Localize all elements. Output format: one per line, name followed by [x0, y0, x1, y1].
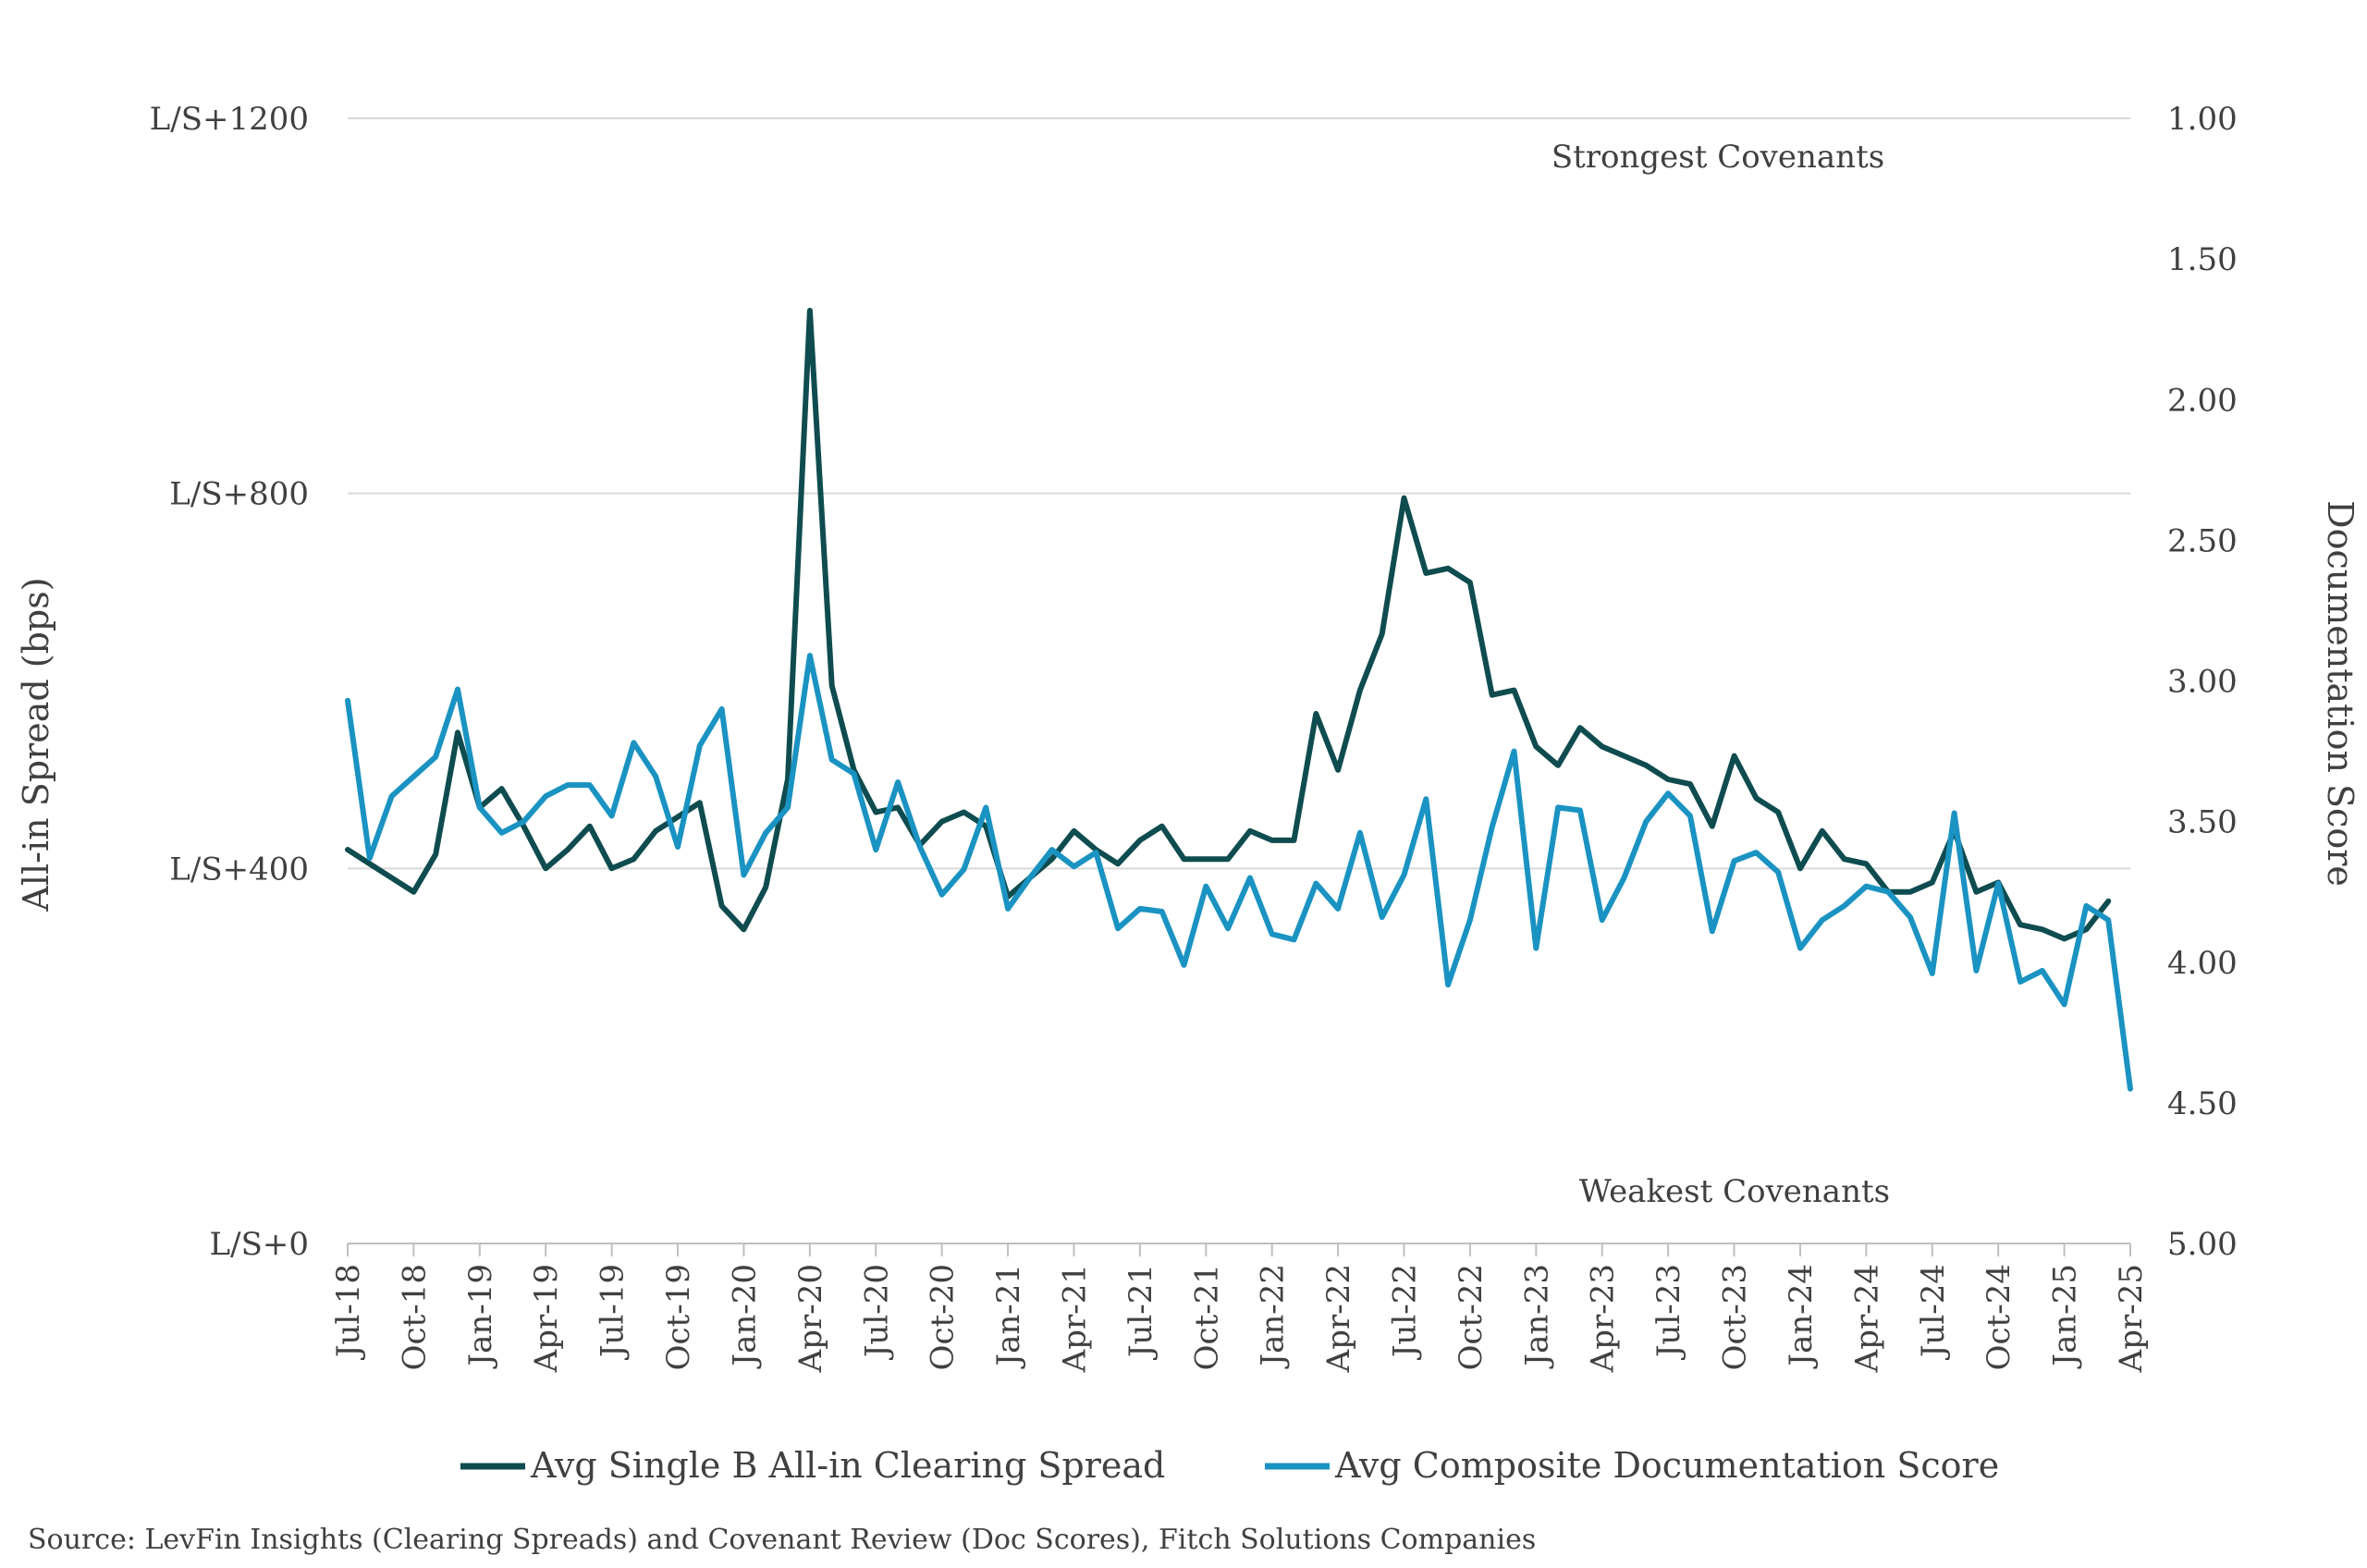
x-tick-label: Jan-25 [2047, 1264, 2084, 1369]
x-tick-label: Jul-22 [1387, 1264, 1424, 1360]
x-axis: Jul-18 Oct-18 Jan-19 Apr-19 Jul-19 Oct-19 Jan-… [330, 1243, 2150, 1373]
series-line-1 [345, 653, 2133, 1092]
x-tick-label: Apr-22 [1320, 1264, 1357, 1373]
left-axis-ticks: L/S+0 L/S+400 L/S+800 L/S+1200 [150, 101, 309, 1263]
x-tick-label: Oct-23 [1717, 1264, 1754, 1370]
left-tick-label: L/S+400 [169, 851, 309, 888]
right-tick-label: 1.50 [2167, 241, 2238, 278]
legend: Avg Single B All-in Clearing Spread Avg … [460, 1445, 1999, 1486]
x-tick-label: Jan-19 [462, 1264, 499, 1369]
x-tick-label: Apr-24 [1848, 1264, 1885, 1373]
x-tick-label: Apr-25 [2113, 1264, 2150, 1373]
annotation-weakest: Weakest Covenants [1579, 1173, 1890, 1210]
x-tick-label: Apr-23 [1585, 1264, 1622, 1373]
left-tick-label: L/S+1200 [150, 101, 309, 138]
source-note: Source: LevFin Insights (Clearing Spread… [28, 1524, 1536, 1556]
right-tick-label: 5.00 [2167, 1226, 2238, 1263]
x-tick-label: Jan-21 [990, 1264, 1027, 1369]
x-tick-label: Jul-18 [330, 1264, 367, 1360]
x-tick-label: Oct-21 [1188, 1264, 1225, 1370]
x-tick-label: Apr-20 [792, 1264, 829, 1373]
legend-label-docscore: Avg Composite Documentation Score [1334, 1445, 1999, 1486]
x-tick-label: Jan-20 [726, 1264, 763, 1369]
x-tick-label: Jul-24 [1915, 1264, 1952, 1360]
x-tick-label: Jan-23 [1518, 1264, 1555, 1369]
x-tick-label: Apr-21 [1056, 1264, 1093, 1373]
right-axis-title: Documentation Score [2320, 500, 2361, 887]
x-tick-label: Jul-20 [858, 1264, 895, 1360]
x-tick-label: Oct-20 [925, 1264, 962, 1370]
left-tick-label: L/S+800 [169, 476, 309, 513]
x-tick-label: Jul-21 [1122, 1264, 1159, 1360]
annotation-strongest: Strongest Covenants [1551, 139, 1884, 176]
right-tick-label: 1.00 [2167, 101, 2238, 138]
left-axis-title: All-in Spread (bps) [16, 577, 56, 912]
x-tick-label: Apr-19 [528, 1264, 565, 1373]
series-line-0 [345, 307, 2112, 942]
gridlines [348, 117, 2130, 1244]
x-tick-label: Jul-19 [595, 1264, 632, 1360]
x-tick-label: Oct-19 [660, 1264, 697, 1370]
x-tick-label: Oct-24 [1981, 1264, 2017, 1370]
series-lines [345, 307, 2133, 1092]
x-tick-label: Oct-22 [1453, 1264, 1490, 1370]
x-tick-label: Jan-24 [1783, 1264, 1820, 1369]
right-axis-ticks: 1.00 1.50 2.00 2.50 3.00 3.50 4.00 4.50 5.00 [2167, 101, 2238, 1263]
x-tick-label: Jul-23 [1650, 1264, 1687, 1360]
x-tick-label: Oct-18 [396, 1264, 433, 1370]
right-tick-label: 4.50 [2167, 1085, 2238, 1122]
right-tick-label: 2.00 [2167, 382, 2238, 419]
right-tick-label: 3.50 [2167, 804, 2238, 841]
legend-label-spread: Avg Single B All-in Clearing Spread [530, 1445, 1165, 1486]
right-tick-label: 4.00 [2167, 945, 2238, 982]
x-tick-label: Jan-22 [1255, 1264, 1292, 1369]
left-tick-label: L/S+0 [210, 1226, 309, 1263]
right-tick-label: 3.00 [2167, 664, 2238, 701]
right-tick-label: 2.50 [2167, 522, 2238, 559]
